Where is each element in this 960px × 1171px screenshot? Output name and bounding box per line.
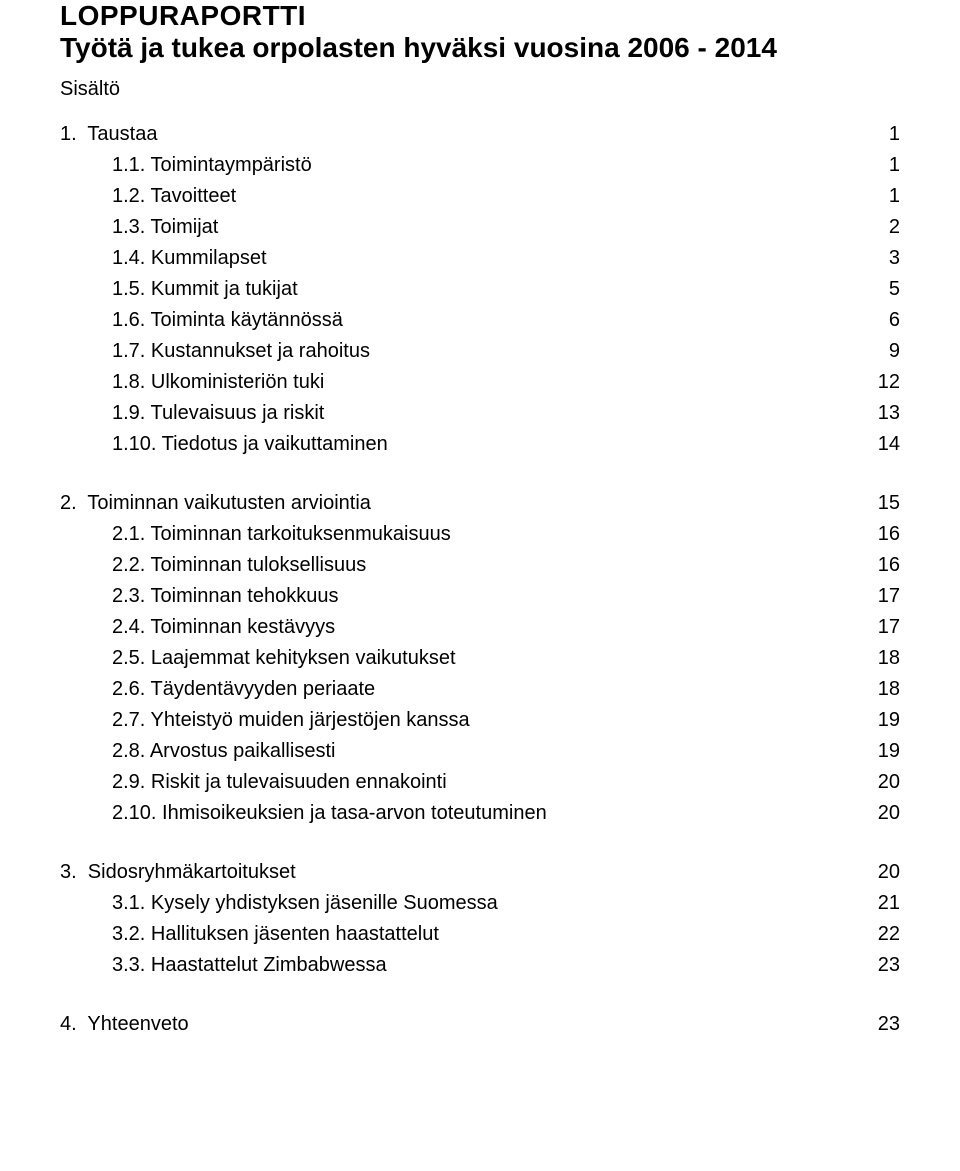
toc-entry-page: 18: [860, 643, 900, 674]
toc-entry-page: 13: [860, 398, 900, 429]
toc-row-23: 2.3. Toiminnan tehokkuus 17: [60, 581, 900, 612]
toc-entry-label: 1.3. Toimijat: [60, 212, 218, 243]
toc-entry-page: 1: [860, 181, 900, 212]
report-title-line1: LOPPURAPORTTI: [60, 0, 900, 32]
toc-row-16: 1.6. Toiminta käytännössä 6: [60, 305, 900, 336]
contents-heading: Sisältö: [60, 78, 900, 101]
toc-entry-label: 1.4. Kummilapset: [60, 243, 267, 274]
toc-entry-page: 15: [860, 488, 900, 519]
toc-row-4: 4. Yhteenveto 23: [60, 1009, 900, 1040]
toc-row-29: 2.9. Riskit ja tulevaisuuden ennakointi 2…: [60, 767, 900, 798]
toc-row-22: 2.2. Toiminnan tuloksellisuus 16: [60, 550, 900, 581]
toc-entry-page: 2: [860, 212, 900, 243]
toc-entry-page: 19: [860, 736, 900, 767]
toc-entry-page: 14: [860, 429, 900, 460]
toc-entry-page: 1: [860, 119, 900, 150]
toc-row-3: 3. Sidosryhmäkartoitukset 20: [60, 857, 900, 888]
toc-group: 2. Toiminnan vaikutusten arviointia152.1…: [60, 488, 900, 829]
toc-entry-page: 6: [860, 305, 900, 336]
toc-entry-label: 2.7. Yhteistyö muiden järjestöjen kanssa: [60, 705, 470, 736]
toc-entry-label: 1.2. Tavoitteet: [60, 181, 236, 212]
toc-group: 3. Sidosryhmäkartoitukset 20 3.1. Kysely y…: [60, 857, 900, 981]
toc-row-21: 2.1. Toiminnan tarkoituksenmukaisuus 16: [60, 519, 900, 550]
toc-entry-page: 12: [860, 367, 900, 398]
toc-row-27: 2.7. Yhteistyö muiden järjestöjen kanssa…: [60, 705, 900, 736]
toc-entry-page: 23: [860, 1009, 900, 1040]
toc-entry-page: 18: [860, 674, 900, 705]
toc-row-11: 1.1. Toimintaympäristö 1: [60, 150, 900, 181]
toc-entry-page: 17: [860, 581, 900, 612]
toc-entry-page: 3: [860, 243, 900, 274]
toc-entry-page: 9: [860, 336, 900, 367]
toc-row-31: 3.1. Kysely yhdistyksen jäsenille Suomes…: [60, 888, 900, 919]
toc-entry-page: 21: [860, 888, 900, 919]
toc-row-110: 1.10. Tiedotus ja vaikuttaminen 14: [60, 429, 900, 460]
toc-entry-page: 22: [860, 919, 900, 950]
toc-entry-label: 2.10. Ihmisoikeuksien ja tasa-arvon tote…: [60, 798, 547, 829]
toc-entry-label: 1.9. Tulevaisuus ja riskit: [60, 398, 324, 429]
report-title-line2: Työtä ja tukea orpolasten hyväksi vuosin…: [60, 32, 900, 64]
toc-entry-page: 1: [860, 150, 900, 181]
toc-entry-label: 3. Sidosryhmäkartoitukset: [60, 857, 296, 888]
toc-row-26: 2.6. Täydentävyyden periaate 18: [60, 674, 900, 705]
toc-entry-page: 17: [860, 612, 900, 643]
toc-entry-label: 2.6. Täydentävyyden periaate: [60, 674, 375, 705]
toc-entry-label: 2.2. Toiminnan tuloksellisuus: [60, 550, 366, 581]
toc-entry-label: 3.2. Hallituksen jäsenten haastattelut: [60, 919, 439, 950]
toc-row-18: 1.8. Ulkoministeriön tuki 12: [60, 367, 900, 398]
toc-entry-label: 4. Yhteenveto: [60, 1009, 189, 1040]
toc-group: 4. Yhteenveto 23: [60, 1009, 900, 1040]
toc-entry-page: 5: [860, 274, 900, 305]
toc-entry-label: 1.10. Tiedotus ja vaikuttaminen: [60, 429, 388, 460]
toc-entry-label: 1.8. Ulkoministeriön tuki: [60, 367, 324, 398]
toc-entry-label: 3.3. Haastattelut Zimbabwessa: [60, 950, 387, 981]
toc-entry-label: 2. Toiminnan vaikutusten arviointia: [60, 488, 371, 519]
toc-row-32: 3.2. Hallituksen jäsenten haastattelut 22: [60, 919, 900, 950]
toc-entry-label: 1.1. Toimintaympäristö: [60, 150, 312, 181]
toc-entry-label: 3.1. Kysely yhdistyksen jäsenille Suomes…: [60, 888, 498, 919]
toc-entry-label: 2.8. Arvostus paikallisesti: [60, 736, 335, 767]
toc-row-25: 2.5. Laajemmat kehityksen vaikutukset 18: [60, 643, 900, 674]
toc-entry-label: 2.3. Toiminnan tehokkuus: [60, 581, 338, 612]
toc-row-2: 2. Toiminnan vaikutusten arviointia 15: [60, 488, 900, 519]
toc-entry-label: 1.7. Kustannukset ja rahoitus: [60, 336, 370, 367]
toc-row-12: 1.2. Tavoitteet 1: [60, 181, 900, 212]
toc-entry-page: 20: [860, 767, 900, 798]
toc-entry-label: 2.9. Riskit ja tulevaisuuden ennakointi: [60, 767, 447, 798]
toc-entry-page: 16: [860, 550, 900, 581]
toc-entry-label: 2.4. Toiminnan kestävyys: [60, 612, 335, 643]
toc-entry-page: 20: [860, 798, 900, 829]
toc-row-1: 1. Taustaa 1: [60, 119, 900, 150]
toc-entry-label: 1.6. Toiminta käytännössä: [60, 305, 343, 336]
toc-row-13: 1.3. Toimijat 2: [60, 212, 900, 243]
toc-entry-page: 16: [860, 519, 900, 550]
toc-entry-label: 2.5. Laajemmat kehityksen vaikutukset: [60, 643, 456, 674]
table-of-contents: 1. Taustaa11.1. Toimintaympäristö11.2. T…: [60, 119, 900, 1040]
toc-row-210: 2.10. Ihmisoikeuksien ja tasa-arvon tote…: [60, 798, 900, 829]
toc-group: 1. Taustaa11.1. Toimintaympäristö11.2. T…: [60, 119, 900, 460]
toc-entry-label: 2.1. Toiminnan tarkoituksenmukaisuus: [60, 519, 451, 550]
toc-entry-page: 19: [860, 705, 900, 736]
toc-row-33: 3.3. Haastattelut Zimbabwessa 23: [60, 950, 900, 981]
toc-row-24: 2.4. Toiminnan kestävyys 17: [60, 612, 900, 643]
toc-row-17: 1.7. Kustannukset ja rahoitus 9: [60, 336, 900, 367]
toc-row-14: 1.4. Kummilapset 3: [60, 243, 900, 274]
toc-entry-label: 1. Taustaa: [60, 119, 157, 150]
toc-entry-label: 1.5. Kummit ja tukijat: [60, 274, 298, 305]
toc-row-15: 1.5. Kummit ja tukijat 5: [60, 274, 900, 305]
toc-row-19: 1.9. Tulevaisuus ja riskit 13: [60, 398, 900, 429]
toc-entry-page: 23: [860, 950, 900, 981]
toc-entry-page: 20: [860, 857, 900, 888]
toc-row-28: 2.8. Arvostus paikallisesti 19: [60, 736, 900, 767]
